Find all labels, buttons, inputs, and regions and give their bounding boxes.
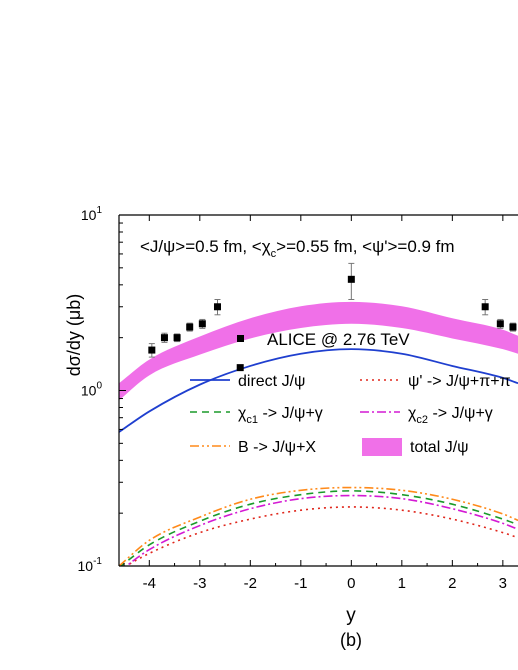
legend-label-chic2: χc2 -> J/ψ+γ: [408, 405, 493, 426]
x-tick-label: 2: [448, 575, 456, 592]
legend-label-psi2s: ψ' -> J/ψ+π+π: [408, 373, 511, 390]
x-tick-label: -3: [193, 575, 206, 592]
panel-label: (b): [340, 630, 362, 650]
x-tick-label: 1: [398, 575, 406, 592]
band-layer: [119, 301, 518, 401]
legend-swatch-total: [362, 438, 402, 456]
x-tick-label: 0: [347, 575, 355, 592]
legend: ALICE @ 2.76 TeV direct J/ψ ψ' -> J/ψ+π+π χ…: [190, 330, 511, 456]
x-tick-label: -2: [244, 575, 257, 592]
series-chic1: [119, 490, 518, 566]
data-point: [173, 334, 181, 342]
x-tick-label: 3: [499, 575, 507, 592]
x-axis-label: y: [346, 605, 356, 626]
y-tick-label: 100: [81, 381, 103, 399]
series-chic2: [125, 494, 518, 566]
data-point: [481, 303, 489, 311]
x-tick-label: -4: [143, 575, 156, 592]
data-point: [186, 323, 194, 331]
legend-marker-data: [237, 335, 244, 342]
y-axis-label: dσ/dy (μb): [64, 294, 84, 377]
series-psi2s: [124, 506, 518, 566]
text-layer: <J/ψ>=0.5 fm, <χc>=0.55 fm, <ψ'>=0.9 fm …: [64, 237, 455, 650]
y-tick-label: 10-1: [78, 556, 103, 574]
series-bdecay: [119, 486, 518, 566]
legend-label-chic1: χc1 -> J/ψ+γ: [238, 405, 323, 426]
data-point: [236, 364, 244, 372]
series-layer: [119, 348, 518, 566]
data-point: [148, 346, 156, 354]
points-layer: [148, 262, 517, 372]
band-total: [119, 301, 518, 401]
legend-label-data: ALICE @ 2.76 TeV: [267, 330, 410, 349]
data-point: [213, 303, 221, 311]
annotation: <J/ψ>=0.5 fm, <χc>=0.55 fm, <ψ'>=0.9 fm: [140, 237, 455, 260]
legend-label-total: total J/ψ: [410, 439, 469, 456]
data-point: [160, 334, 168, 342]
legend-label-bdecay: B -> J/ψ+X: [238, 439, 316, 456]
data-point: [509, 323, 517, 331]
data-point: [496, 320, 504, 328]
axes-layer: -4 -3 -2 -1 0 1 2 3 10-1 100 101: [78, 205, 518, 592]
data-point: [347, 275, 355, 283]
legend-label-direct: direct J/ψ: [238, 373, 305, 390]
x-tick-label: -1: [294, 575, 307, 592]
series-direct: [119, 348, 518, 433]
data-point: [198, 320, 206, 328]
y-tick-label: 101: [81, 205, 103, 223]
